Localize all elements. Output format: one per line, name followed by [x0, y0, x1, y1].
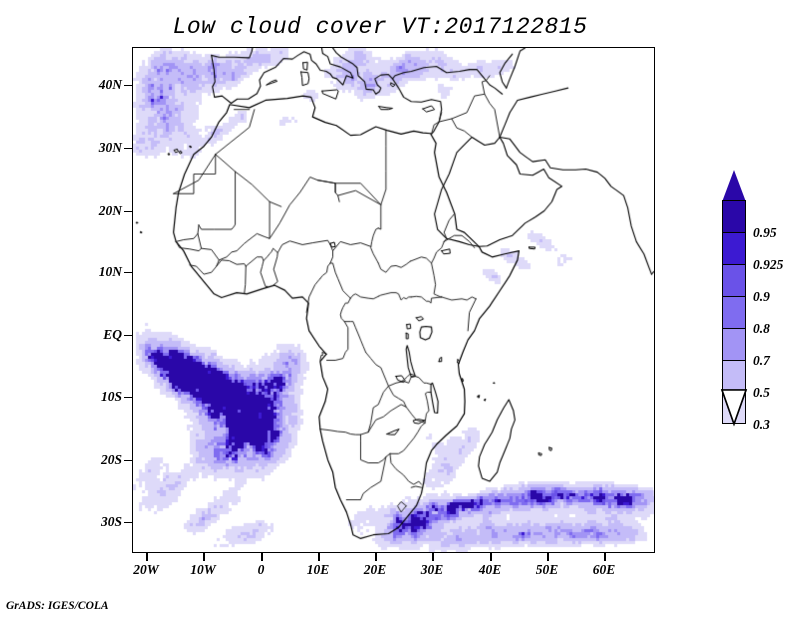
- x-tick-label: 0: [257, 562, 265, 577]
- colorbar-over-arrow: [722, 170, 746, 202]
- y-tick-label: 30N: [98, 140, 122, 155]
- x-tick-label: 10W: [190, 562, 216, 577]
- y-tick-mark: [124, 396, 132, 398]
- y-tick-mark: [124, 271, 132, 273]
- colorbar-tick-label: 0.5: [753, 385, 770, 400]
- x-tick-mark: [261, 553, 263, 561]
- map-plot-frame: [132, 47, 655, 553]
- colorbar-tick-label: 0.9: [753, 289, 770, 304]
- colorbar-band: [722, 328, 746, 360]
- grads-attribution: GrADS: IGES/COLA: [6, 600, 109, 612]
- colorbar-tick-label: 0.95: [753, 225, 777, 240]
- y-tick-mark: [124, 521, 132, 523]
- x-tick-mark: [203, 553, 205, 561]
- colorbar-tick-label: 0.7: [753, 353, 770, 368]
- colorbar-tick-label: 0.8: [753, 321, 770, 336]
- x-tick-label: 20W: [133, 562, 159, 577]
- chart-title: Low cloud cover VT:2017122815: [172, 14, 588, 40]
- y-tick-label: 10S: [100, 389, 122, 404]
- x-tick-label: 60E: [592, 562, 616, 577]
- y-tick-label: EQ: [103, 327, 122, 342]
- y-axis: 40N 30N 20N 10N EQ 10S 20S 30S: [72, 0, 132, 618]
- x-tick-mark: [604, 553, 606, 561]
- y-tick-mark: [124, 210, 132, 212]
- x-tick-label: 10E: [306, 562, 330, 577]
- y-tick-label: 10N: [98, 264, 122, 279]
- x-tick-mark: [547, 553, 549, 561]
- x-tick-mark: [375, 553, 377, 561]
- y-tick-mark: [124, 84, 132, 86]
- y-tick-label: 20S: [100, 452, 122, 467]
- x-tick-label: 40E: [478, 562, 502, 577]
- y-tick-mark: [124, 459, 132, 461]
- x-tick-mark: [318, 553, 320, 561]
- x-tick-label: 20E: [363, 562, 387, 577]
- x-axis: 20W 10W 0 10E 20E 30E 40E 50E 60E: [0, 553, 800, 584]
- colorbar-tick-label: 0.925: [753, 257, 784, 272]
- colorbar-band: [722, 232, 746, 264]
- colorbar: 0.95 0.925 0.9 0.8 0.7 0.5 0.3: [713, 169, 800, 462]
- y-tick-label: 20N: [98, 203, 122, 218]
- x-tick-label: 50E: [535, 562, 559, 577]
- colorbar-band: [722, 360, 746, 392]
- colorbar-band: [722, 200, 746, 232]
- colorbar-tick-label: 0.3: [753, 417, 770, 432]
- y-tick-label: 40N: [98, 77, 122, 92]
- x-tick-mark: [432, 553, 434, 561]
- colorbar-band: [722, 264, 746, 296]
- colorbar-band: [722, 296, 746, 328]
- x-tick-label: 30E: [420, 562, 444, 577]
- cloud-cover-map: [133, 48, 654, 552]
- y-tick-mark: [124, 334, 132, 336]
- x-tick-mark: [490, 553, 492, 561]
- y-tick-mark: [124, 147, 132, 149]
- y-tick-label: 30S: [100, 514, 122, 529]
- x-tick-mark: [146, 553, 148, 561]
